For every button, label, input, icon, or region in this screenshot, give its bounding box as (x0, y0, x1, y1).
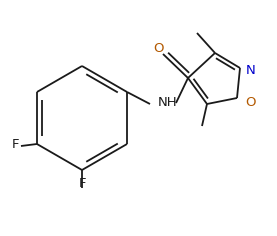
Text: O: O (245, 96, 255, 109)
Text: F: F (78, 177, 86, 190)
Text: O: O (153, 42, 163, 55)
Text: F: F (11, 139, 19, 152)
Text: NH: NH (158, 97, 178, 110)
Text: N: N (246, 64, 256, 77)
